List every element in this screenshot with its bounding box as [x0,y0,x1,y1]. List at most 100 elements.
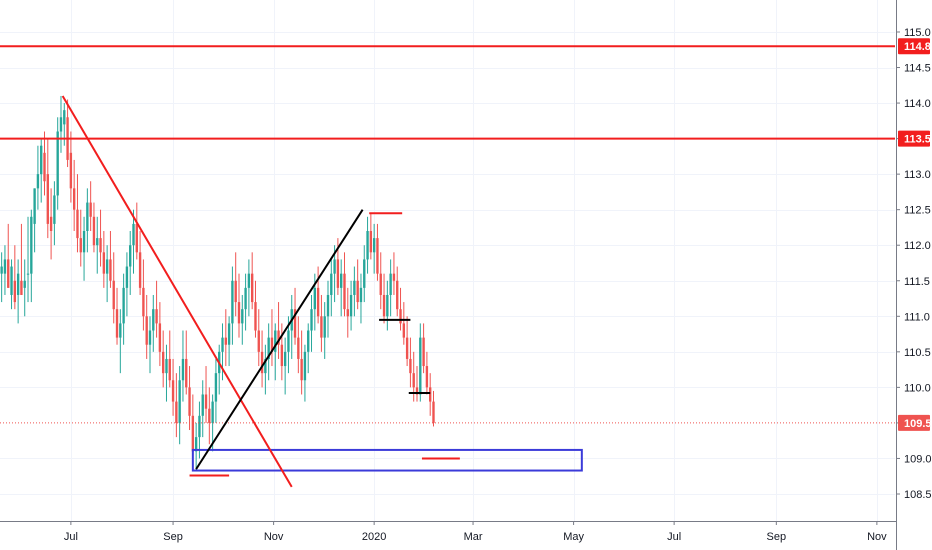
candle-body [82,231,86,253]
candle-body [0,266,3,274]
candle-body [171,380,175,402]
candle-body [23,280,26,288]
candle-body [165,358,168,374]
candle-body [382,294,386,317]
candle-body [270,337,274,352]
candle-body [86,202,89,232]
price-badge [898,130,930,147]
candle-body [168,358,171,381]
candle-body [211,401,214,423]
candle-body [300,358,303,381]
price-tick-label: 114.5 [904,63,931,75]
candle-body [283,351,287,367]
candle-body [307,330,310,352]
candle-body [56,131,59,196]
candle-body [326,294,330,317]
candle-body [254,302,257,331]
candle-body [198,415,201,438]
candle-body [333,259,336,274]
candle-body [415,387,419,395]
candle-body [386,294,389,317]
candle-body [264,358,267,374]
candle-body [330,273,333,295]
price-tick-label: 112.0 [904,240,931,252]
candle-body [247,273,251,288]
time-tick-label: Jul [667,531,681,543]
candle-body [3,259,7,274]
candle-body [405,337,409,359]
time-tick-label: May [563,531,584,543]
candle-body [92,216,96,246]
price-badge [898,414,930,431]
candle-body [227,323,231,345]
time-tick-label: Sep [767,531,787,543]
price-tick-label: 108.5 [904,489,932,501]
candle-body [340,273,343,288]
candle-body [16,273,20,295]
candle-body [432,401,435,423]
candle-body [69,152,73,189]
candle-body [49,216,53,232]
candle-body [194,437,198,452]
price-tick-label: 112.5 [904,205,931,217]
price-badges: 114.8 113.5 109.5 [898,38,932,431]
candle-body [303,351,307,381]
candle-body [145,316,148,345]
candle-body [161,351,165,374]
price-axis: 108.5 109.0 109.5 110.0 110.5 111.0 111.5 112.0… [896,0,932,550]
candle-body [96,238,99,246]
candle-body [392,273,396,281]
candle-body [376,238,379,274]
candle-body [148,330,152,345]
time-tick-label: 2020 [362,531,386,543]
candle-body [188,387,191,416]
candle-body [267,337,270,359]
candle-body [250,273,254,303]
candle-body [46,174,49,224]
candle-body [412,373,415,388]
candle-body [287,330,290,352]
candle-body [366,231,369,260]
time-tick-label: Nov [867,531,887,543]
price-tick-label: 110.0 [904,382,931,394]
candle-body [234,280,237,303]
candle-body [399,309,402,324]
candle-body [359,287,363,303]
candle-body [396,280,399,310]
candle-body [356,280,359,303]
price-tick-label: 111.0 [904,311,930,323]
candle-body [135,223,138,253]
candle-body [221,337,224,352]
candle-body [99,238,102,253]
candle-body [237,302,241,324]
candle-body [313,287,317,310]
candle-body [59,117,63,132]
time-tick-label: Mar [464,531,483,543]
candle-body [40,145,43,175]
candle-body [112,280,115,310]
candle-body [214,373,218,402]
candle-body [33,188,36,224]
time-axis-background [0,521,896,550]
candle-body [409,358,412,374]
candle-body [280,344,284,367]
candle-body [89,202,92,217]
price-badge [898,38,930,55]
candle-body [349,294,353,317]
candle-body [369,231,373,253]
candle-body [152,309,155,331]
candle-body [231,280,234,324]
candle-body [13,280,17,303]
candle-body [79,238,82,253]
price-axis-background [896,0,932,550]
price-badge-label: 114.8 [904,41,931,53]
candle-body [201,394,204,416]
candle-body [310,309,313,331]
candle-body [178,380,181,423]
candle-body [336,259,340,288]
candle-body [26,273,30,275]
candle-body [429,387,432,402]
black-trendline [195,209,364,470]
grid-lines [0,0,895,521]
candle-body [316,287,320,317]
